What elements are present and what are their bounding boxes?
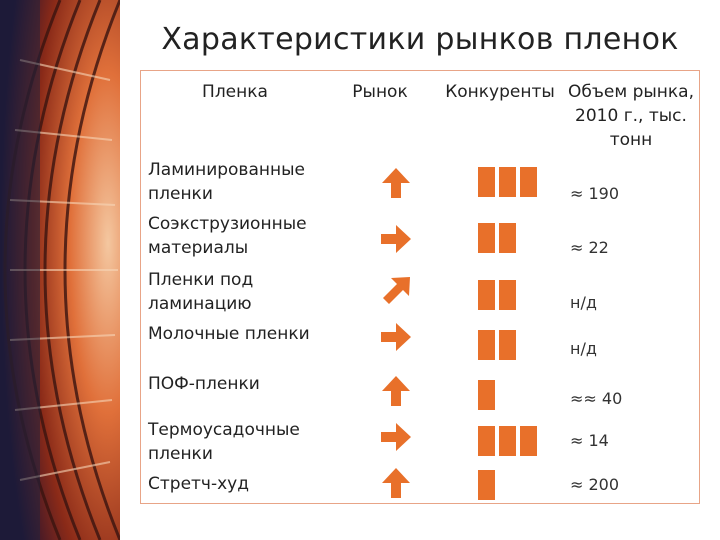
market-volume: ≈≈ 40 <box>570 389 623 408</box>
arrow-right-icon <box>381 423 411 451</box>
table-frame <box>140 70 700 504</box>
row-label: Пленки под ламинацию <box>148 270 254 314</box>
arrow-right-icon <box>381 323 411 351</box>
competitors-indicator <box>478 380 495 410</box>
market-volume: ≈ 200 <box>570 475 620 494</box>
market-volume: н/д <box>570 293 597 312</box>
row-label: Соэкструзионные материалы <box>148 214 307 258</box>
arrow-up-right-icon <box>383 277 410 304</box>
row-label: ПОФ-пленки <box>148 374 260 394</box>
market-volume: ≈ 22 <box>570 238 609 257</box>
market-volume: ≈ 190 <box>570 184 620 203</box>
competitors-indicator <box>478 426 537 456</box>
competitors-indicator <box>478 470 495 500</box>
competitors-indicator <box>478 167 537 197</box>
header-film: Пленка <box>202 82 268 102</box>
arrow-up-icon <box>382 468 410 498</box>
competitors-indicator <box>478 330 516 360</box>
market-volume: ≈ 14 <box>570 431 609 450</box>
slide-title: Характеристики рынков пленок <box>161 22 679 57</box>
arrow-right-icon <box>381 225 411 253</box>
row-label: Ламинированные пленки <box>148 160 305 204</box>
row-label: Термоусадочные пленки <box>148 420 300 464</box>
arrow-up-icon <box>382 168 410 198</box>
row-label: Стретч-худ <box>148 474 249 494</box>
header-market: Рынок <box>352 82 408 102</box>
header-volume: Объем рынка, 2010 г., тыс. тонн <box>568 82 694 150</box>
row-label: Молочные пленки <box>148 324 310 344</box>
arrow-up-icon <box>382 376 410 406</box>
market-volume: н/д <box>570 339 597 358</box>
header-competitors: Конкуренты <box>445 82 555 102</box>
competitors-indicator <box>478 223 516 253</box>
competitors-indicator <box>478 280 516 310</box>
decorative-side-image <box>0 0 120 540</box>
